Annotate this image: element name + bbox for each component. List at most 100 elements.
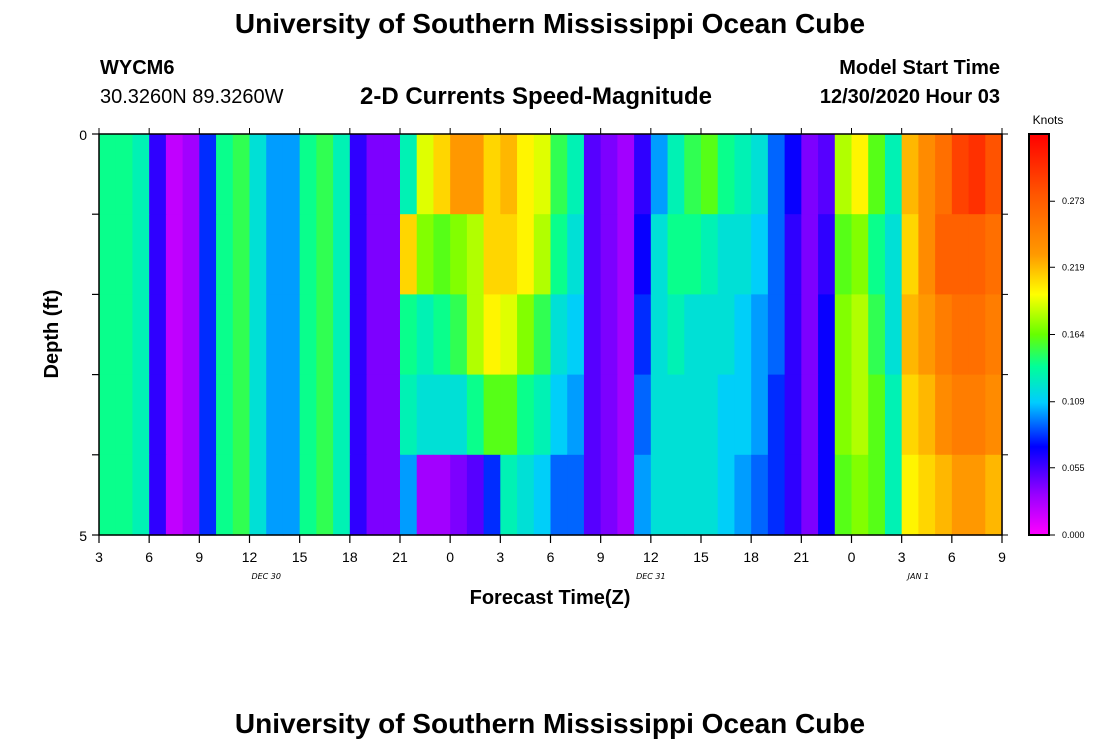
heatmap-cell — [851, 214, 869, 295]
x-tick-label: 12 — [643, 549, 659, 565]
heatmap-cell — [951, 214, 970, 295]
heatmap-cell — [216, 454, 234, 536]
heatmap-cell — [416, 374, 435, 456]
heatmap-cell — [483, 294, 501, 376]
heatmap-cell — [366, 294, 384, 376]
heatmap-cell — [834, 294, 853, 376]
heatmap-cell — [232, 294, 251, 376]
heatmap-cell — [282, 134, 301, 215]
heatmap-cell — [583, 214, 602, 295]
heatmap-cell — [466, 454, 485, 536]
heatmap-cell — [165, 214, 184, 295]
heatmap-cell — [834, 374, 853, 456]
heatmap-cell — [333, 454, 351, 536]
colorbar-tick-label: 0.109 — [1062, 397, 1085, 407]
heatmap-cell — [701, 294, 719, 376]
heatmap-cell — [951, 454, 970, 536]
heatmap-cell — [567, 454, 585, 536]
heatmap-cell — [550, 214, 568, 295]
heatmap-cell — [266, 214, 284, 295]
colorbar-tick-label: 0.164 — [1062, 330, 1085, 340]
x-tick-label: 21 — [392, 549, 408, 565]
heatmap-cell — [216, 374, 234, 456]
heatmap-cell — [767, 374, 786, 456]
heatmap-cell — [935, 134, 953, 215]
heatmap-cell — [383, 214, 401, 295]
heatmap-cell — [968, 374, 986, 456]
heatmap-cell — [617, 454, 635, 536]
heatmap-cell — [751, 374, 769, 456]
x-axis: 3 6 9 12 15 18 21 0 3 6 9 12 15 18 21 0 3 6 9 DEC 30 DEC 31 J… — [95, 128, 1006, 581]
heatmap-cell — [784, 374, 802, 456]
x-tick-label: 18 — [342, 549, 358, 565]
heatmap-cell — [801, 214, 819, 295]
heatmap-cell — [266, 294, 284, 376]
heatmap-cell — [884, 214, 903, 295]
y-tick-label: 5 — [79, 528, 87, 544]
heatmap-cell — [483, 454, 501, 536]
heatmap-cell — [550, 374, 568, 456]
heatmap-cell — [500, 294, 518, 376]
colorbar-tick-label: 0.219 — [1062, 262, 1085, 272]
heatmap-cell — [935, 454, 953, 536]
heatmap-cell — [818, 374, 836, 456]
footer-title: University of Southern Mississippi Ocean… — [234, 708, 866, 739]
heatmap-cell — [684, 294, 702, 376]
heatmap-cell — [667, 374, 685, 456]
heatmap-cell — [282, 214, 301, 295]
heatmap-cell — [801, 134, 819, 215]
heatmap-cell — [383, 454, 401, 536]
heatmap-cell — [115, 374, 134, 456]
heatmap-cell — [701, 134, 719, 215]
heatmap-cell — [132, 454, 150, 536]
heatmap-cell — [634, 454, 652, 536]
heatmap-cell — [132, 134, 150, 215]
heatmap-cell — [165, 294, 184, 376]
heatmap-cell — [634, 134, 652, 215]
heatmap-cell — [985, 294, 1003, 376]
heatmap-cell — [784, 134, 802, 215]
heatmap-cell — [299, 374, 317, 456]
heatmap-cell — [483, 134, 501, 215]
heatmap-cell — [734, 294, 752, 376]
x-axis-label: Forecast Time(Z) — [470, 587, 631, 609]
heatmap-cell — [433, 214, 451, 295]
model-start-label: Model Start Time — [839, 57, 1000, 79]
heatmap-cell — [533, 374, 552, 456]
heatmap-cell — [901, 294, 919, 376]
heatmap-cell — [667, 134, 685, 215]
heatmap-cell — [617, 294, 635, 376]
heatmap-cell — [901, 374, 919, 456]
heatmap-cell — [232, 134, 251, 215]
y-axis-label: Depth (ft) — [41, 290, 63, 379]
heatmap-cell — [533, 454, 552, 536]
heatmap-cell — [684, 374, 702, 456]
x-tick-label: 3 — [898, 549, 906, 565]
heatmap-cell — [868, 454, 886, 536]
heatmap-cell — [918, 374, 936, 456]
heatmap-cell — [701, 374, 719, 456]
heatmap-cell — [517, 454, 535, 536]
heatmap-cell — [583, 374, 602, 456]
heatmap-cell — [433, 374, 451, 456]
heatmap-cell — [483, 214, 501, 295]
heatmap-cell — [333, 214, 351, 295]
heatmap-cell — [232, 454, 251, 536]
heatmap-cell — [316, 454, 334, 536]
heatmap-cell — [433, 134, 451, 215]
x-tick-label: 0 — [446, 549, 454, 565]
heatmap-cell — [834, 214, 853, 295]
x-tick-label: 0 — [848, 549, 856, 565]
heatmap-cell — [349, 374, 368, 456]
x-tick-label: 15 — [693, 549, 709, 565]
heatmap-cell — [550, 294, 568, 376]
heatmap-cell — [466, 134, 485, 215]
heatmap-cell — [99, 294, 117, 376]
heatmap-cell — [701, 214, 719, 295]
heatmap-cell — [650, 374, 669, 456]
heatmap-cell — [567, 214, 585, 295]
heatmap-cell — [734, 454, 752, 536]
heatmap-cell — [99, 374, 117, 456]
heatmap-cell — [583, 134, 602, 215]
